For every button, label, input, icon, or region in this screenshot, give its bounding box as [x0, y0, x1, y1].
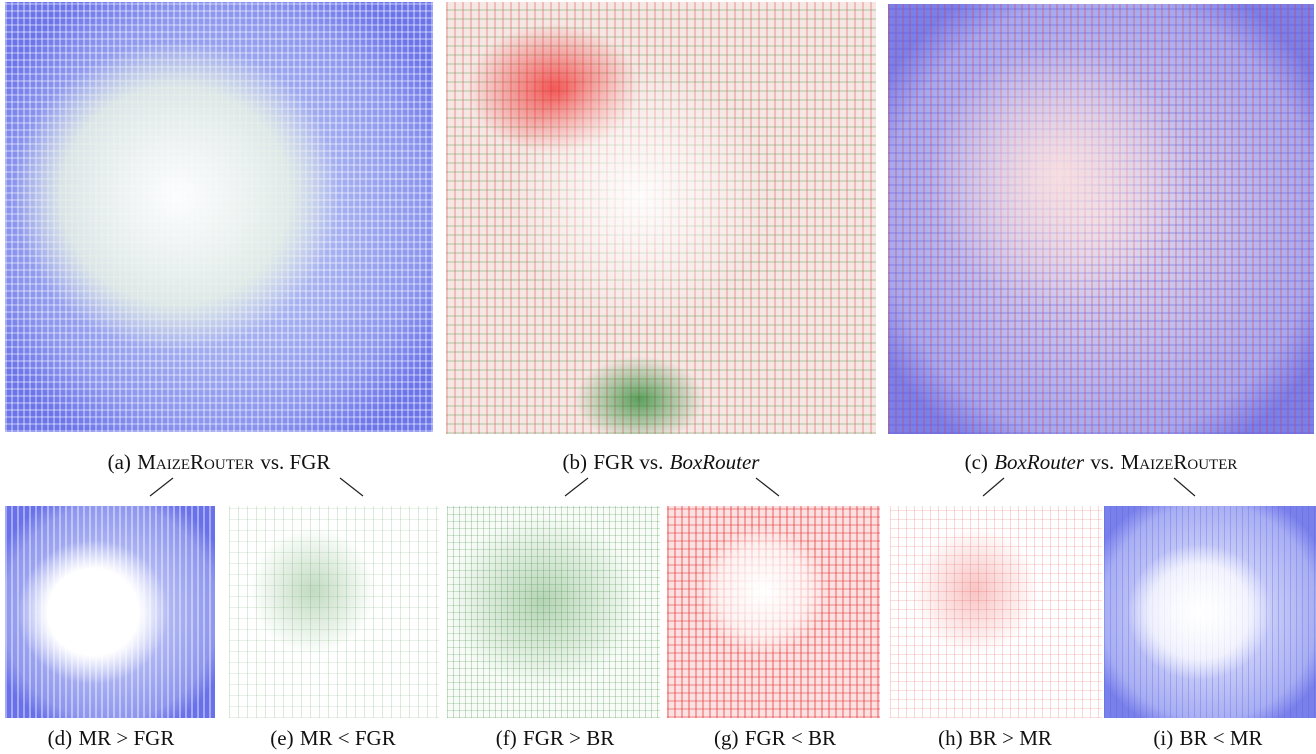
caption-text: BoxRouter [994, 450, 1084, 474]
connector [1174, 478, 1195, 496]
caption: (g)FGR < BR [664, 726, 886, 751]
caption: (f) FGR > BR [444, 726, 666, 751]
caption-tag: (f) [496, 726, 517, 750]
caption-text: BR < MR [1180, 726, 1263, 750]
connector [983, 478, 1004, 496]
caption-tag: (b) [563, 450, 588, 474]
caption-tag: (a) [108, 450, 131, 474]
caption-text: MaizeRouter [1121, 450, 1238, 474]
caption: (d)MR > FGR [0, 726, 222, 751]
caption-text: MR > FGR [78, 726, 174, 750]
caption-tag: (h) [938, 726, 963, 750]
connector [150, 478, 173, 496]
caption-tag: (d) [48, 726, 73, 750]
connector [565, 478, 588, 496]
caption-tag: (c) [965, 450, 988, 474]
connector [756, 478, 779, 496]
caption: (e) MR < FGR [222, 726, 444, 751]
caption-text: FGR < BR [745, 726, 836, 750]
caption-text: MR < FGR [300, 726, 396, 750]
caption-tag: (i) [1153, 726, 1173, 750]
caption-text: vs. FGR [260, 450, 330, 474]
caption-text: vs. [1090, 450, 1114, 474]
caption-text: MaizeRouter [137, 450, 254, 474]
caption-tag: (e) [270, 726, 293, 750]
caption: (b)FGR vs. BoxRouter [446, 450, 876, 475]
caption-text: FGR vs. [593, 450, 663, 474]
connector [340, 478, 363, 496]
caption-tag: (g) [714, 726, 739, 750]
caption: (h)BR > MR [884, 726, 1106, 751]
caption-text: FGR > BR [523, 726, 614, 750]
caption-text: BR > MR [969, 726, 1052, 750]
caption: (i) BR < MR [1100, 726, 1316, 751]
caption-text: BoxRouter [670, 450, 760, 474]
figure-page: (a)MaizeRoutervs. FGR(b)FGR vs.BoxRouter… [0, 0, 1316, 754]
connector-lines [0, 0, 1316, 754]
